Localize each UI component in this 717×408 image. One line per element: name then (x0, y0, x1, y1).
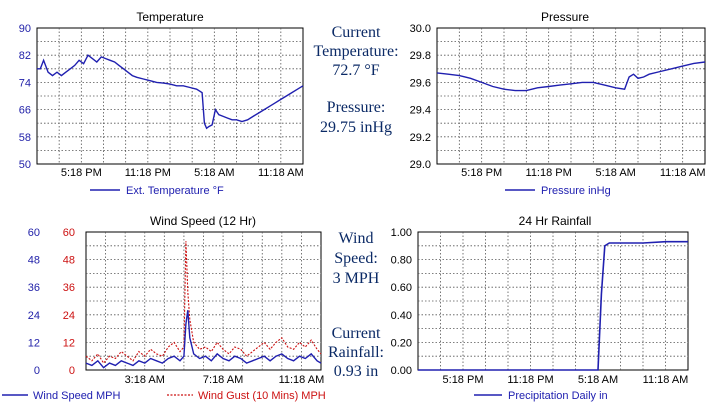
wind-gust-legend-label: Wind Gust (10 Mins) MPH (198, 390, 326, 402)
temperature-xticks: 5:18 PM 11:18 PM 5:18 AM 11:18 AM (61, 167, 304, 179)
wind-ytick-label: 60 (28, 227, 40, 239)
wind-ytick-label: 0 (34, 365, 40, 377)
pressure-chart: Pressure 30.0 29.8 29.6 29.4 29.2 29.0 5:18 P… (410, 10, 706, 197)
wind-chart: Wind Speed (12 Hr) 60 48 36 24 12 0 60 48 36 24 12… (2, 214, 326, 402)
temperature-ytick-label: 66 (19, 105, 31, 117)
rain-xtick-label: 5:18 PM (443, 374, 484, 386)
temperature-ytick-label: 90 (19, 23, 31, 35)
temperature-legend-label: Ext. Temperature °F (126, 185, 224, 197)
rain-ytick-label: 0.60 (391, 282, 412, 294)
current-temperature-label-1: Current (332, 24, 381, 41)
temperature-xtick-label: 5:18 PM (61, 167, 102, 179)
temperature-ytick-label: 58 (19, 132, 31, 144)
wind-grid (86, 232, 321, 370)
rain-xtick-label: 11:18 AM (643, 374, 689, 386)
pressure-ytick-label: 29.2 (410, 132, 431, 144)
rain-legend: Precipitation Daily in (474, 390, 608, 402)
wind-readout-label-2: Speed: (334, 250, 378, 267)
pressure-grid (437, 28, 705, 164)
rain-ytick-label: 1.00 (391, 227, 412, 239)
temperature-legend: Ext. Temperature °F (90, 185, 224, 197)
wind-chart-title: Wind Speed (12 Hr) (150, 214, 256, 228)
wind-legend: Wind Speed MPH Wind Gust (10 Mins) MPH (2, 390, 326, 402)
rain-legend-label: Precipitation Daily in (508, 390, 608, 402)
pressure-readout-value: 29.75 inHg (320, 119, 392, 136)
temperature-ytick-label: 50 (19, 159, 31, 171)
temperature-yticks: 90 82 74 66 58 50 (19, 23, 31, 171)
rain-yticks: 1.00 0.80 0.60 0.40 0.20 0.00 (391, 227, 412, 377)
rain-ytick-label: 0.80 (391, 255, 412, 267)
pressure-chart-title: Pressure (541, 10, 589, 24)
rain-ytick-label: 0.40 (391, 310, 412, 322)
current-temperature-label-2: Temperature: (313, 43, 398, 60)
wind-yticks: 60 48 36 24 12 0 60 48 36 24 12 0 (28, 227, 75, 377)
readouts: Current Temperature: 72.7 °F Pressure: 2… (313, 24, 398, 380)
rain-readout-value: 0.93 in (334, 363, 378, 380)
pressure-ytick-label: 29.4 (410, 105, 431, 117)
wind-xtick-label: 7:18 AM (203, 374, 243, 386)
rain-grid (418, 232, 688, 370)
wind-readout-value: 3 MPH (333, 270, 380, 287)
rain-ytick-label: 0.20 (391, 337, 412, 349)
wind-gust-ytick-label: 0 (69, 365, 75, 377)
rain-plot-frame (417, 231, 689, 371)
wind-gust-ytick-label: 24 (63, 310, 75, 322)
wind-xtick-label: 3:18 AM (125, 374, 165, 386)
rain-xtick-label: 5:18 AM (578, 374, 618, 386)
pressure-xtick-label: 5:18 AM (595, 167, 635, 179)
rain-readout-label-2: Rainfall: (328, 344, 384, 361)
pressure-ytick-label: 29.8 (410, 50, 431, 62)
wind-ytick-label: 12 (28, 337, 40, 349)
rain-chart: 24 Hr Rainfall 1.000.800.600.400.200.00 … (391, 214, 689, 402)
wind-gust-ytick-label: 60 (63, 227, 75, 239)
temperature-xtick-label: 11:18 AM (258, 167, 304, 179)
temperature-grid (37, 28, 303, 164)
wind-ytick-label: 48 (28, 255, 40, 267)
temperature-series-line (37, 54, 304, 130)
wind-ytick-label: 36 (28, 282, 40, 294)
rain-xticks: 5:18 PM 11:18 PM 5:18 AM 11:18 AM (443, 374, 689, 386)
temperature-ytick-label: 82 (19, 50, 31, 62)
rain-readout-label-1: Current (332, 325, 381, 342)
current-temperature-value: 72.7 °F (332, 62, 379, 79)
wind-gust-ytick-label: 36 (63, 282, 75, 294)
temperature-xtick-label: 5:18 AM (194, 167, 234, 179)
temperature-ytick-label: 74 (19, 77, 31, 89)
pressure-xtick-label: 5:18 PM (461, 167, 502, 179)
rain-xtick-label: 11:18 PM (507, 374, 553, 386)
pressure-xticks: 5:18 PM 11:18 PM 5:18 AM 11:18 AM (461, 167, 705, 179)
temperature-xtick-label: 11:18 PM (125, 167, 171, 179)
pressure-legend-label: Pressure inHg (541, 185, 611, 197)
pressure-ytick-label: 30.0 (410, 23, 431, 35)
wind-gust-series-line (85, 241, 322, 365)
wind-speed-series-line (85, 310, 322, 369)
pressure-legend: Pressure inHg (505, 185, 611, 197)
rain-series-line (418, 240, 688, 371)
temperature-chart-title: Temperature (136, 10, 204, 24)
pressure-yticks: 30.0 29.8 29.6 29.4 29.2 29.0 (410, 23, 431, 171)
wind-xtick-label: 11:18 AM (279, 374, 325, 386)
wind-gust-ytick-label: 12 (63, 337, 75, 349)
pressure-xtick-label: 11:18 AM (660, 167, 706, 179)
wind-xticks: 3:18 AM 7:18 AM 11:18 AM (125, 374, 325, 386)
wind-ytick-label: 24 (28, 310, 40, 322)
pressure-ytick-label: 29.0 (410, 159, 431, 171)
rain-ytick-label: 0.00 (391, 365, 412, 377)
temperature-chart: Temperature 90 82 74 66 58 50 5:18 PM 11:18 PM… (19, 10, 304, 197)
wind-speed-legend-label: Wind Speed MPH (33, 390, 120, 402)
pressure-series-line (436, 61, 706, 92)
pressure-xtick-label: 11:18 PM (526, 167, 572, 179)
pressure-ytick-label: 29.6 (410, 77, 431, 89)
pressure-readout-label: Pressure: (327, 99, 386, 116)
wind-readout-label-1: Wind (339, 230, 374, 247)
rain-chart-title: 24 Hr Rainfall (519, 214, 592, 228)
wind-gust-ytick-label: 48 (63, 255, 75, 267)
